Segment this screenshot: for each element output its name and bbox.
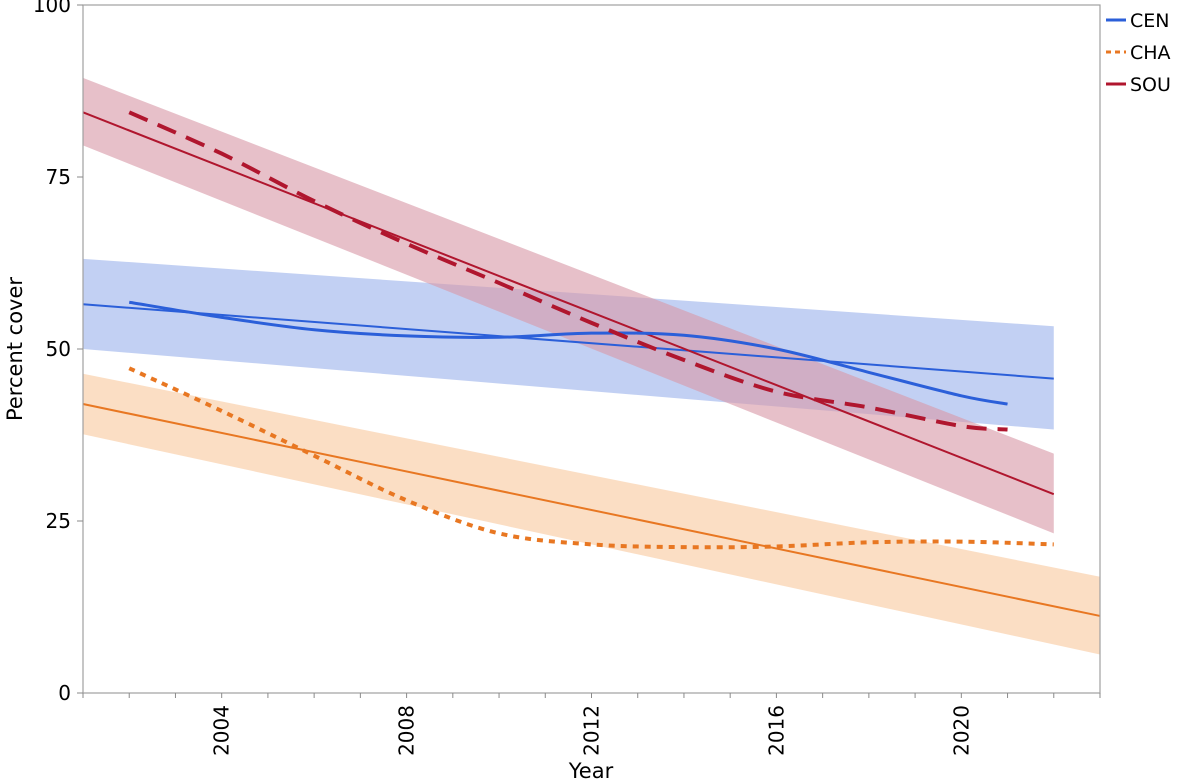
cha-confidence-band — [83, 373, 1100, 655]
x-axis: 2004 2008 2012 2016 2020 — [82, 693, 1101, 756]
trend-lines — [82, 111, 1101, 617]
y-axis: 0 25 50 75 100 — [33, 0, 83, 705]
x-tick-label: 2004 — [210, 705, 234, 756]
y-tick-label: 75 — [46, 165, 71, 189]
legend-label-cen: CEN — [1130, 10, 1169, 32]
cha-trend-line — [82, 403, 1101, 617]
y-tick-label: 50 — [46, 337, 71, 361]
x-tick-label: 2008 — [395, 705, 419, 756]
sou-trend-line — [82, 111, 1055, 496]
confidence-bands — [83, 77, 1100, 655]
x-tick-label: 2012 — [580, 705, 604, 756]
sou-smoothed-line — [128, 110, 1008, 432]
cen-trend-line — [82, 303, 1054, 380]
y-tick-label: 0 — [58, 681, 71, 705]
smoothed-lines — [128, 110, 1054, 550]
x-tick-label: 2016 — [764, 705, 788, 756]
y-tick-label: 25 — [46, 509, 71, 533]
legend-label-sou: SOU — [1130, 74, 1171, 96]
legend: CEN CHA SOU — [1106, 10, 1171, 96]
legend-label-cha: CHA — [1130, 42, 1171, 64]
cen-smoothed-line — [128, 300, 1008, 406]
sou-confidence-band — [83, 77, 1054, 534]
y-tick-label: 100 — [33, 0, 71, 17]
x-tick-label: 2020 — [949, 705, 973, 756]
y-axis-title: Percent cover — [3, 277, 27, 421]
cha-smoothed-line — [128, 366, 1054, 550]
x-axis-title: Year — [568, 759, 614, 782]
